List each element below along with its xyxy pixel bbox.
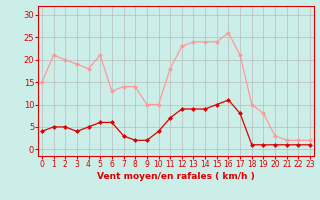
- X-axis label: Vent moyen/en rafales ( km/h ): Vent moyen/en rafales ( km/h ): [97, 172, 255, 181]
